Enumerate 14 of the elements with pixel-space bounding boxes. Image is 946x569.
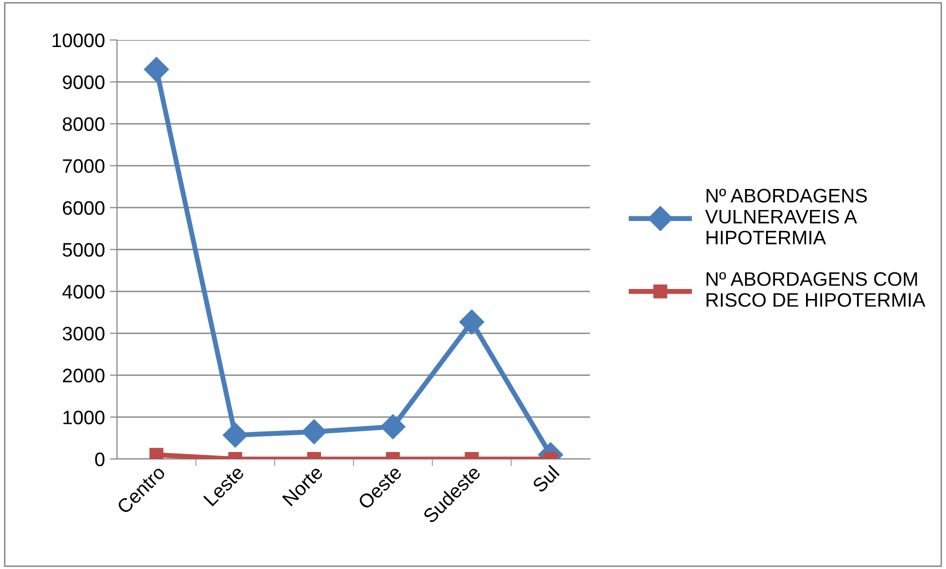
y-tick-label: 0 xyxy=(95,452,104,466)
y-tick-label: 4000 xyxy=(62,284,104,299)
y-tick-label: 3000 xyxy=(62,326,104,341)
y-tick-label: 5000 xyxy=(62,242,104,257)
legend-label: Nº ABORDAGENS VULNERAVEIS A HIPOTERMIA xyxy=(705,188,867,244)
legend-label: Nº ABORDAGENS COM RISCO DE HIPOTERMIA xyxy=(706,272,926,307)
y-tick-label: 9000 xyxy=(62,75,104,90)
y-tick-label: 8000 xyxy=(62,117,104,132)
y-tick-label: 2000 xyxy=(62,368,104,382)
x-tick-label: Sul xyxy=(531,464,560,494)
y-tick-label: 1000 xyxy=(63,410,104,424)
y-tick-label: 10000 xyxy=(52,33,104,48)
y-tick-label: 7000 xyxy=(62,159,104,173)
y-tick-label: 6000 xyxy=(62,201,104,215)
